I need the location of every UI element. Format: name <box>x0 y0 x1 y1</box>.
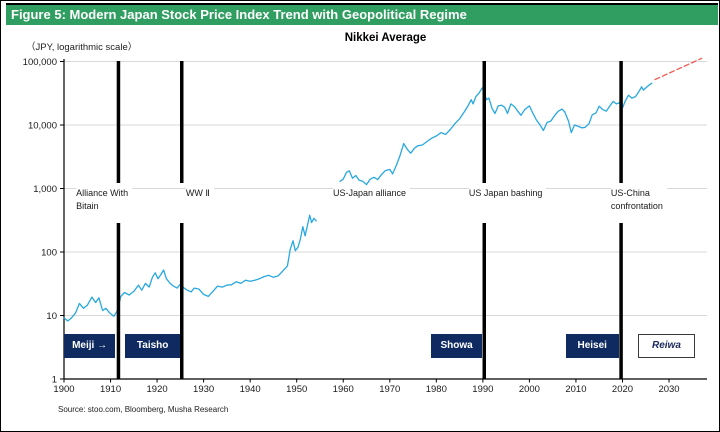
x-tick-label: 2020 <box>612 384 633 395</box>
series-line-1 <box>339 82 653 186</box>
figure-title: Figure 5: Modern Japan Stock Price Index… <box>11 7 467 22</box>
y-tick-label: 10,000 <box>28 121 57 132</box>
x-tick-label: 1980 <box>426 384 447 395</box>
era-badge-reiwa: Reiwa <box>638 334 695 358</box>
series-line-2 <box>654 57 703 81</box>
x-tick-label: 1900 <box>53 384 74 395</box>
y-tick-label: 100,000 <box>23 57 57 68</box>
x-tick-label: 1960 <box>333 384 354 395</box>
x-tick-label: 1920 <box>147 384 168 395</box>
x-tick-label: 1930 <box>193 384 214 395</box>
era-badge-showa: Showa <box>430 334 483 358</box>
chart-title: Nikkei Average <box>344 32 427 44</box>
figure-title-bar: Figure 5: Modern Japan Stock Price Index… <box>6 3 718 25</box>
x-tick-label: 1940 <box>240 384 261 395</box>
era-badge-meiji: Meiji → <box>64 334 116 358</box>
y-tick-label: 100 <box>41 248 57 259</box>
source-note: Source: stoo.com, Bloomberg, Musha Resea… <box>58 405 229 414</box>
x-tick-label: 1950 <box>286 384 307 395</box>
era-badge-taisho: Taisho <box>125 334 180 358</box>
regime-label-1: WW Ⅱ <box>185 186 214 201</box>
regime-label-0: Alliance With Bitain <box>76 186 133 213</box>
x-tick-label: 2000 <box>519 384 540 395</box>
x-tick-label: 1910 <box>100 384 121 395</box>
x-tick-label: 1990 <box>472 384 493 395</box>
y-axis-unit-label: （JPY, logarithmic scale） <box>26 42 138 53</box>
y-tick-label: 10 <box>46 311 57 322</box>
x-tick-label: 1970 <box>379 384 400 395</box>
y-tick-label: 1 <box>52 375 57 386</box>
series-line-0 <box>63 214 317 322</box>
regime-label-2: US-Japan alliance <box>333 186 411 201</box>
y-tick-label: 1,000 <box>33 184 57 195</box>
x-tick-label: 2030 <box>658 384 679 395</box>
regime-label-3: US Japan bashing <box>468 186 547 201</box>
era-badge-heisei: Heisei <box>565 334 619 358</box>
regime-label-4: US-China confrontation <box>610 186 667 213</box>
x-tick-label: 2010 <box>565 384 586 395</box>
